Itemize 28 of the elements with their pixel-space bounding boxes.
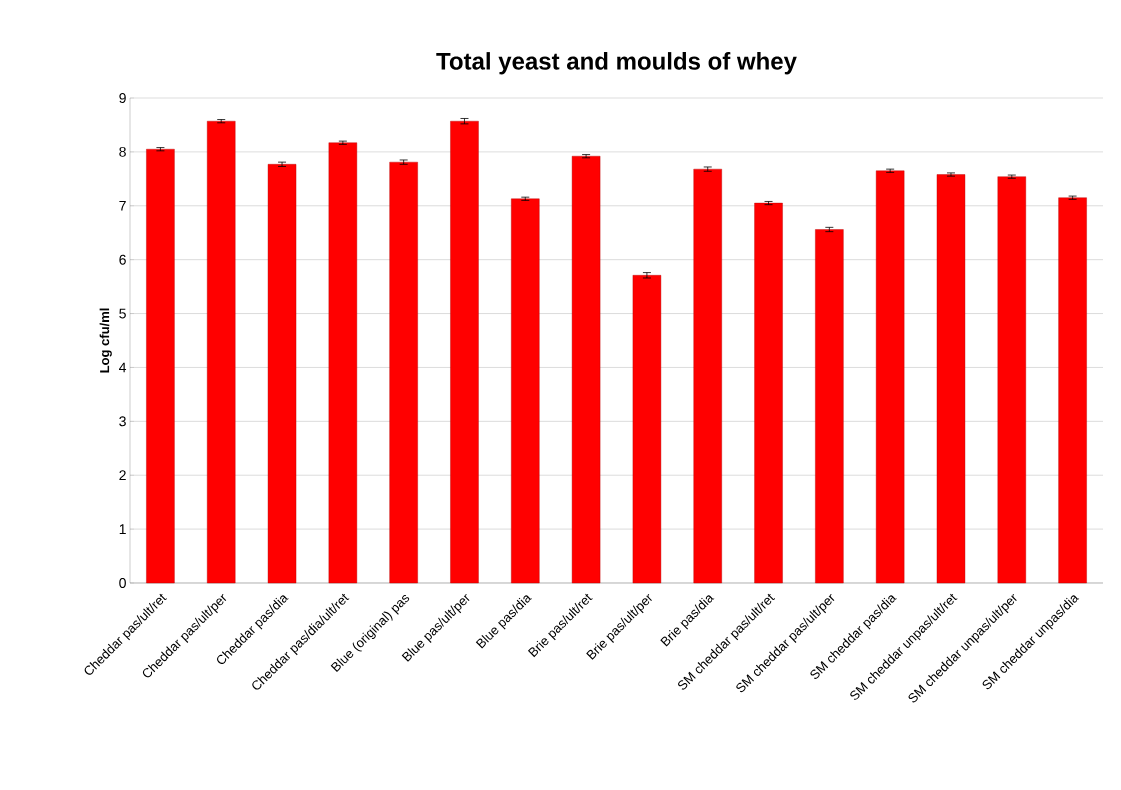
bar [389,161,418,584]
bar [997,176,1026,584]
y-axis-title: Log cfu/ml [99,308,112,373]
y-tick-label: 1 [119,524,126,534]
bar [693,168,722,584]
bar [207,120,236,584]
chart-title: Total yeast and moulds of whey [436,52,797,75]
bar [875,170,905,584]
y-tick-label: 0 [119,578,126,588]
bar [936,174,966,584]
y-tick-label: 8 [119,146,126,157]
bar [571,156,601,584]
y-tick-label: 3 [119,416,126,427]
bar [450,120,479,584]
y-tick-label: 2 [119,470,126,481]
y-tick-label: 4 [119,362,127,373]
bar [328,142,358,584]
y-tick-label: 6 [119,254,126,265]
bar [267,164,297,584]
y-tick-label: 7 [119,200,126,211]
y-tick-label: 9 [119,93,126,103]
bar [815,229,844,584]
bar [754,202,783,584]
y-tick-label: 5 [119,308,126,319]
bar [146,149,175,584]
bar [1058,197,1087,584]
bar [632,275,662,584]
bar [511,198,540,584]
